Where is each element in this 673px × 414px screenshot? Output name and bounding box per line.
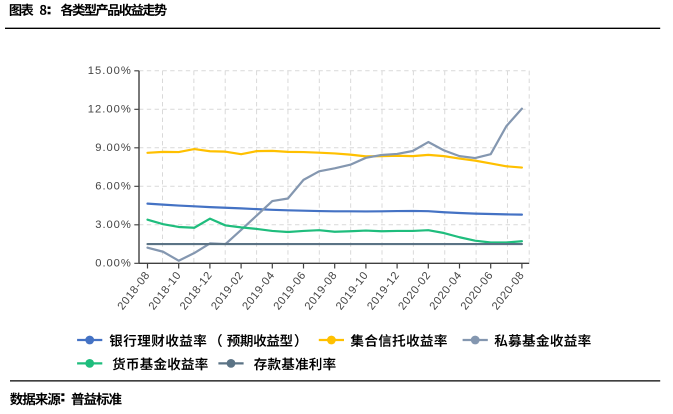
svg-text:15.00%: 15.00% [88, 65, 131, 77]
svg-text:3.00%: 3.00% [95, 219, 131, 231]
svg-text:12.00%: 12.00% [88, 104, 131, 116]
svg-text:6.00%: 6.00% [95, 181, 131, 193]
svg-text:9.00%: 9.00% [95, 142, 131, 154]
svg-text:0.00%: 0.00% [95, 258, 131, 270]
